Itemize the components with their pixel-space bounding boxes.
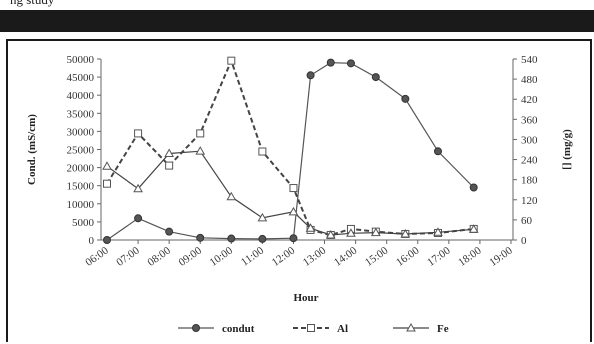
data-point-condut <box>433 147 442 156</box>
x-tick-label: 15:00 <box>363 244 391 268</box>
data-point-fe <box>433 227 443 236</box>
y-axis-left-title: Cond. (mS/cm) <box>26 114 38 185</box>
data-point-condut <box>371 73 380 82</box>
y-left-tick-label: 0 <box>89 235 95 247</box>
data-point-fe <box>288 206 299 216</box>
y-left-tick-label: 35000 <box>67 108 95 120</box>
data-point-fe <box>305 223 316 232</box>
y-left-tick-label: 40000 <box>67 90 95 102</box>
data-point-condut <box>196 233 205 242</box>
y-right-tick-label: 180 <box>521 175 538 187</box>
data-point-condut <box>103 236 111 244</box>
x-tick-label: 09:00 <box>177 244 205 268</box>
chart-frame: 0 5000 10000 15000 20000 25000 30000 35000 40000… <box>6 39 592 342</box>
y-right-tick-label: 240 <box>521 155 538 167</box>
data-point-al <box>134 129 143 138</box>
data-point-fe <box>400 228 411 238</box>
y-left-tick-label: 20000 <box>67 163 95 175</box>
series-line-fe <box>106 150 474 236</box>
series-line-al <box>106 57 474 237</box>
x-tick-label: 07:00 <box>114 244 142 268</box>
data-point-condut <box>134 214 143 223</box>
legend-label-al: Al <box>337 323 348 335</box>
header-strip: ng study <box>0 0 594 10</box>
legend-label-condut: condut <box>222 323 255 335</box>
data-point-al <box>258 147 267 156</box>
x-tick-label: 11:00 <box>239 244 266 268</box>
data-point-al <box>227 56 236 65</box>
legend-label-fe: Fe <box>437 323 449 335</box>
x-tick-label: 12:00 <box>270 244 298 268</box>
legend-marker-condut <box>192 324 200 332</box>
data-point-al <box>196 129 205 138</box>
legend-marker-al <box>307 324 315 332</box>
x-tick-label: 06:00 <box>83 244 111 268</box>
title-bar <box>0 10 594 32</box>
y-right-tick-label: 0 <box>521 235 527 247</box>
y-right-tick-label: 120 <box>521 195 538 207</box>
series-line-condut <box>106 61 475 241</box>
y-left-tick-label: 25000 <box>67 145 95 157</box>
x-tick-label: 17:00 <box>425 244 453 268</box>
y-left-tick-label: 45000 <box>67 72 95 84</box>
data-point-condut <box>306 71 315 80</box>
data-point-fe <box>257 212 268 222</box>
x-tick-label: 10:00 <box>208 244 236 268</box>
data-point-condut <box>289 234 298 243</box>
x-tick-label: 18:00 <box>456 244 484 268</box>
y-left-tick-label: 15000 <box>67 181 95 193</box>
data-point-al <box>289 184 298 193</box>
data-point-condut <box>401 94 410 103</box>
x-tick-label: 19:00 <box>487 244 515 268</box>
x-axis-title: Hour <box>293 292 318 304</box>
data-point-al <box>103 179 111 188</box>
y-left-tick-label: 5000 <box>72 217 95 229</box>
x-tick-label: 13:00 <box>301 244 329 268</box>
line-chart: 0 5000 10000 15000 20000 25000 30000 35000 40000… <box>26 54 573 335</box>
y-right-tick-label: 420 <box>521 94 538 106</box>
y-right-tick-label: 480 <box>521 74 538 86</box>
y-left-tick-label: 30000 <box>67 126 95 138</box>
x-tick-label: 16:00 <box>394 244 422 268</box>
data-point-fe <box>102 161 112 170</box>
data-point-condut <box>227 234 236 243</box>
y-right-tick-label: 300 <box>521 134 538 146</box>
data-point-fe <box>195 146 206 155</box>
y-right-tick-label: 360 <box>521 114 538 126</box>
data-point-fe <box>346 228 356 237</box>
data-point-fe <box>133 183 143 193</box>
data-point-fe <box>468 224 479 233</box>
data-point-fe <box>226 191 237 201</box>
data-point-condut <box>346 59 355 68</box>
data-point-condut <box>165 227 174 236</box>
y-left-tick-label: 10000 <box>67 199 95 211</box>
data-point-fe <box>164 148 175 158</box>
x-tick-label: 08:00 <box>145 244 173 268</box>
y-left-tick-label: 50000 <box>67 54 95 66</box>
header-strip-text: ng study <box>10 0 54 8</box>
legend-marker-fe <box>406 322 416 332</box>
y-axis-right-title: [] (mg/g) <box>561 129 573 170</box>
data-point-al <box>165 161 174 170</box>
y-right-tick-label: 540 <box>521 54 538 66</box>
data-point-condut <box>326 58 335 67</box>
x-tick-label: 14:00 <box>332 244 360 268</box>
data-point-fe <box>370 227 381 237</box>
data-point-condut <box>258 234 267 243</box>
data-point-condut <box>469 183 478 192</box>
data-point-fe <box>325 229 336 239</box>
y-right-tick-label: 60 <box>521 215 533 227</box>
